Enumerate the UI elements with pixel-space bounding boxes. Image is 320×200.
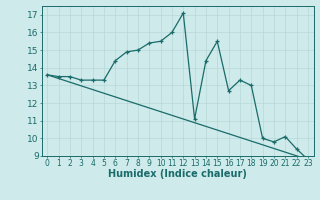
X-axis label: Humidex (Indice chaleur): Humidex (Indice chaleur) (108, 169, 247, 179)
